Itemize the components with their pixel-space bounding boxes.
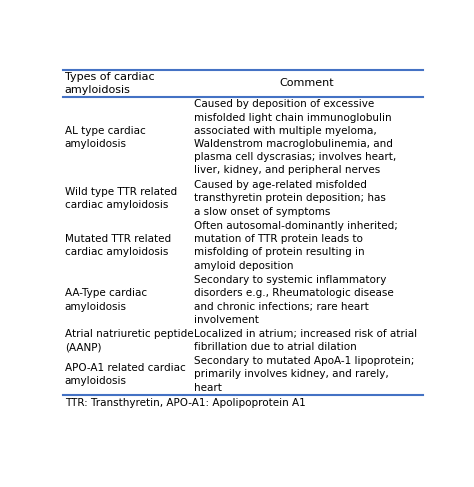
Text: Secondary to mutated ApoA-1 lipoprotein;
primarily involves kidney, and rarely,
: Secondary to mutated ApoA-1 lipoprotein;… [194, 356, 415, 393]
Text: APO-A1 related cardiac
amyloidosis: APO-A1 related cardiac amyloidosis [65, 363, 185, 386]
Text: Mutated TTR related
cardiac amyloidosis: Mutated TTR related cardiac amyloidosis [65, 234, 171, 258]
Text: Wild type TTR related
cardiac amyloidosis: Wild type TTR related cardiac amyloidosi… [65, 187, 177, 210]
Text: Caused by age-related misfolded
transthyretin protein deposition; has
a slow ons: Caused by age-related misfolded transthy… [194, 180, 386, 217]
Text: TTR: Transthyretin, APO-A1: Apolipoprotein A1: TTR: Transthyretin, APO-A1: Apolipoprote… [65, 398, 306, 408]
Text: Atrial natriuretic peptide
(AANP): Atrial natriuretic peptide (AANP) [65, 329, 193, 352]
Text: Often autosomal-dominantly inherited;
mutation of TTR protein leads to
misfoldin: Often autosomal-dominantly inherited; mu… [194, 221, 398, 271]
Text: Secondary to systemic inflammatory
disorders e.g., Rheumatologic disease
and chr: Secondary to systemic inflammatory disor… [194, 275, 394, 325]
Text: Types of cardiac
amyloidosis: Types of cardiac amyloidosis [65, 72, 155, 95]
Text: AL type cardiac
amyloidosis: AL type cardiac amyloidosis [65, 126, 146, 149]
Text: AA-Type cardiac
amyloidosis: AA-Type cardiac amyloidosis [65, 288, 147, 312]
Text: Localized in atrium; increased risk of atrial
fibrillation due to atrial dilatio: Localized in atrium; increased risk of a… [194, 329, 418, 352]
Text: Comment: Comment [280, 78, 334, 88]
Text: Caused by deposition of excessive
misfolded light chain immunoglobulin
associate: Caused by deposition of excessive misfol… [194, 99, 397, 175]
